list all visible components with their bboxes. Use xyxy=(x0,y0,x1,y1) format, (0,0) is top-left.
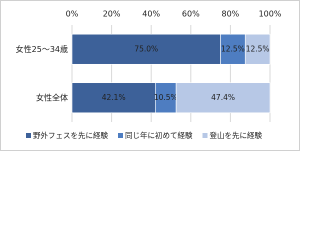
y-tick-label: 女性25～34歳 xyxy=(16,44,68,54)
bar-segment xyxy=(175,82,271,114)
x-tick-label: 80% xyxy=(222,10,240,19)
legend-label: 同じ年に初めて経験 xyxy=(125,130,193,140)
bar-segment xyxy=(71,33,221,65)
x-tick-label: 40% xyxy=(142,10,160,19)
legend-swatch xyxy=(118,133,123,138)
x-tick-label: 60% xyxy=(182,10,200,19)
legend-swatch xyxy=(202,133,208,138)
bar-segment xyxy=(244,33,271,65)
y-tick-label: 女性全体 xyxy=(36,92,68,102)
legend-swatch xyxy=(26,133,31,138)
chart-frame xyxy=(0,0,300,151)
value-label: 75.0% xyxy=(134,44,158,53)
value-label: 42.1% xyxy=(102,93,126,102)
legend-label: 野外フェスを先に経験 xyxy=(33,130,108,140)
value-label: 12.5% xyxy=(221,44,245,53)
value-label: 12.5% xyxy=(246,44,270,53)
bar-segment xyxy=(71,82,156,114)
chart: 0% 20% 40% 60% 80% 100% 女性25～34歳 75.0% 12.5% 12.5… xyxy=(0,0,300,151)
x-tick-label: 100% xyxy=(259,10,282,19)
value-label: 47.4% xyxy=(211,93,235,102)
legend-label: 登山を先に経験 xyxy=(210,130,263,140)
x-tick-label: 20% xyxy=(103,10,121,19)
value-label: 10.5% xyxy=(154,93,178,102)
x-tick-label: 0% xyxy=(66,10,79,19)
